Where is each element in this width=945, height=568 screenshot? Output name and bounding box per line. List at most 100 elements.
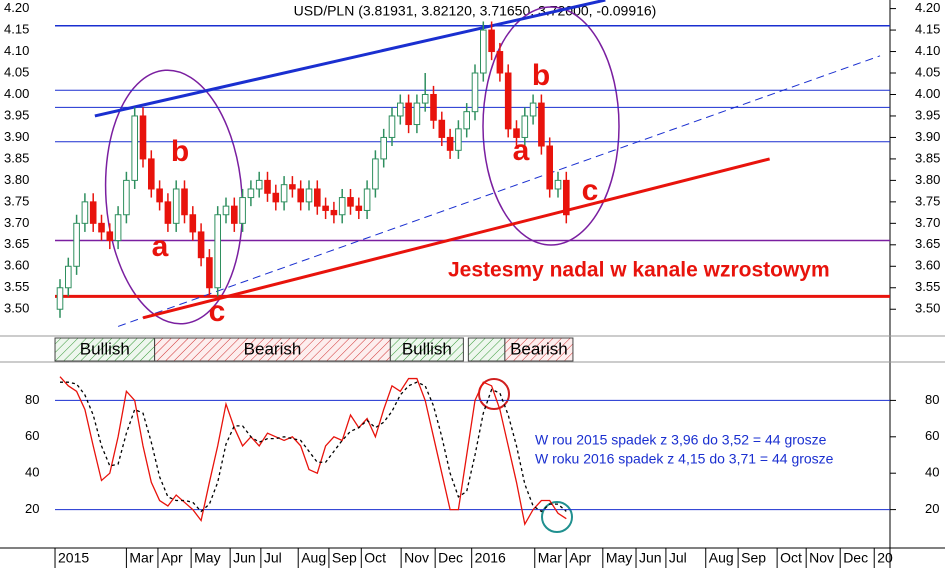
oscillator-line [60,381,567,513]
y-tick-label: 20 [25,501,39,516]
highlight-ellipse [104,69,244,325]
candle-body [289,184,296,190]
candle-body [272,192,280,203]
candle-body [247,188,255,199]
y-tick-label: 3.70 [915,215,940,230]
y-tick-label: 4.20 [4,0,29,15]
y-tick-label: 3.90 [4,129,29,144]
y-tick-label: 3.55 [4,279,29,294]
x-tick-label: Sep [741,550,766,566]
annotation: Jestesmy nadal w kanale wzrostowym [448,259,830,282]
y-tick-label: 4.10 [4,43,29,58]
x-tick-label: Nov [809,550,834,566]
y-tick-label: 3.90 [915,129,940,144]
candle-body [98,222,105,233]
x-tick-label: Jun [639,550,662,566]
note: W rou 2015 spadek z 3,96 do 3,52 = 44 gr… [535,432,827,448]
candle-body [421,93,429,104]
candle-body [305,188,313,203]
candle-body [347,197,354,207]
y-tick-label: 80 [925,392,939,407]
y-tick-label: 20 [925,501,939,516]
candle-body [106,231,114,242]
annotation-letter: c [582,174,599,207]
candle-body [139,115,147,160]
candle-body [397,102,404,117]
candle-body [504,72,512,130]
x-tick-label: Jul [669,550,687,566]
regime-band [389,337,464,362]
candle-body [114,214,122,242]
y-tick-label: 3.65 [915,236,940,251]
candle-body [438,119,446,138]
x-tick-label: May [194,550,220,566]
x-tick-label: Apr [569,550,591,566]
x-tick-label: Oct [364,550,386,566]
x-tick-label: Jul [264,550,282,566]
y-tick-label: 3.75 [915,193,940,208]
candle-body [338,197,346,216]
x-tick-label: Dec [438,550,463,566]
candle-body [222,205,230,216]
candle-body [314,188,321,207]
candle-body [513,128,520,138]
candle-body [446,136,454,151]
x-tick-label: Mar [129,550,153,566]
candle-body [73,222,80,267]
annotation-letter: b [171,135,189,168]
candle-body [206,257,213,289]
candle-body [255,179,263,190]
candle-body [488,29,495,53]
candle-body [280,184,288,203]
x-tick-label: Aug [301,550,326,566]
candle-body [563,179,570,216]
x-tick-label: Dec [843,550,868,566]
y-tick-label: 3.80 [4,172,29,187]
y-tick-label: 4.05 [915,64,940,79]
candle-body [264,179,271,194]
y-tick-label: 80 [25,392,39,407]
y-tick-label: 4.15 [4,22,29,37]
candle-body [181,188,188,216]
y-tick-label: 3.85 [915,150,940,165]
x-tick-label: 2016 [475,550,506,566]
candle-body [330,209,338,216]
candle-body [480,29,487,74]
highlight-ellipse [482,6,620,246]
regime-band [504,337,574,362]
x-tick-label: Mar [538,550,562,566]
candle-body [546,145,554,190]
candle-body [471,72,479,113]
x-tick-label: Jun [233,550,256,566]
regime-band [467,337,506,362]
y-tick-label: 3.70 [4,215,29,230]
x-tick-label: 2015 [58,550,89,566]
candle-body [131,115,138,181]
y-tick-label: 3.95 [4,107,29,122]
oscillator-line [59,376,567,526]
candle-body [372,158,379,190]
y-tick-label: 4.10 [915,43,940,58]
y-tick-label: 4.15 [915,22,940,37]
y-tick-label: 3.95 [915,107,940,122]
y-tick-label: 3.50 [915,301,940,316]
candle-body [322,205,329,211]
y-tick-label: 3.50 [4,301,29,316]
x-tick-label: 20 [877,550,893,566]
y-tick-label: 3.80 [915,172,940,187]
y-tick-label: 4.00 [915,86,940,101]
annotation-letter: c [209,295,226,328]
candle-body [148,158,155,190]
note: W roku 2016 spadek z 4,15 do 3,71 = 44 g… [535,451,834,467]
candle-body [214,214,221,289]
y-tick-label: 40 [25,465,39,480]
y-tick-label: 40 [925,465,939,480]
y-tick-label: 4.20 [915,0,940,15]
y-tick-label: 60 [25,428,39,443]
candle-body [156,188,163,203]
candle-body [231,205,238,224]
regime-label: Bullish [402,339,452,358]
candle-body [380,136,387,160]
y-tick-label: 3.75 [4,193,29,208]
